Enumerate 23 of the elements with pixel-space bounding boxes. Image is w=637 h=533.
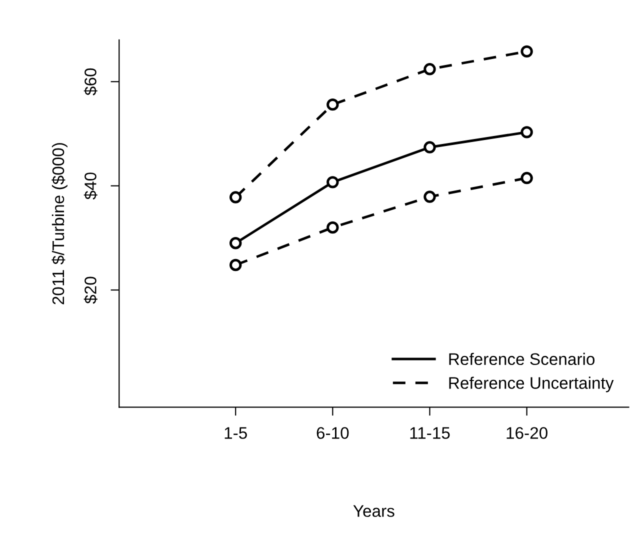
point	[229, 258, 242, 272]
point	[520, 45, 533, 58]
point	[424, 63, 436, 76]
point	[229, 237, 242, 250]
y-tick-label: $60	[84, 68, 98, 96]
y-tick-label: $40	[84, 172, 98, 200]
point	[326, 98, 339, 111]
x-tick-label: 11-15	[410, 427, 450, 439]
y-axis-title: 2011 $/Turbine ($000)	[52, 143, 68, 304]
legend-label: Reference Scenario	[449, 352, 595, 366]
x-axis-title: Years	[353, 505, 394, 517]
point	[229, 191, 242, 204]
y-tick-label: $20	[84, 276, 98, 304]
point	[424, 190, 436, 203]
point	[326, 176, 339, 188]
x-tick-label: 16-20	[506, 427, 548, 439]
legend-label: Reference Uncertainty	[449, 376, 614, 392]
point	[520, 126, 533, 138]
x-tick-label: 1-5	[224, 427, 247, 439]
x-tick-label: 6-10	[316, 427, 349, 439]
point	[326, 221, 339, 234]
point	[424, 141, 436, 154]
point	[520, 172, 533, 184]
